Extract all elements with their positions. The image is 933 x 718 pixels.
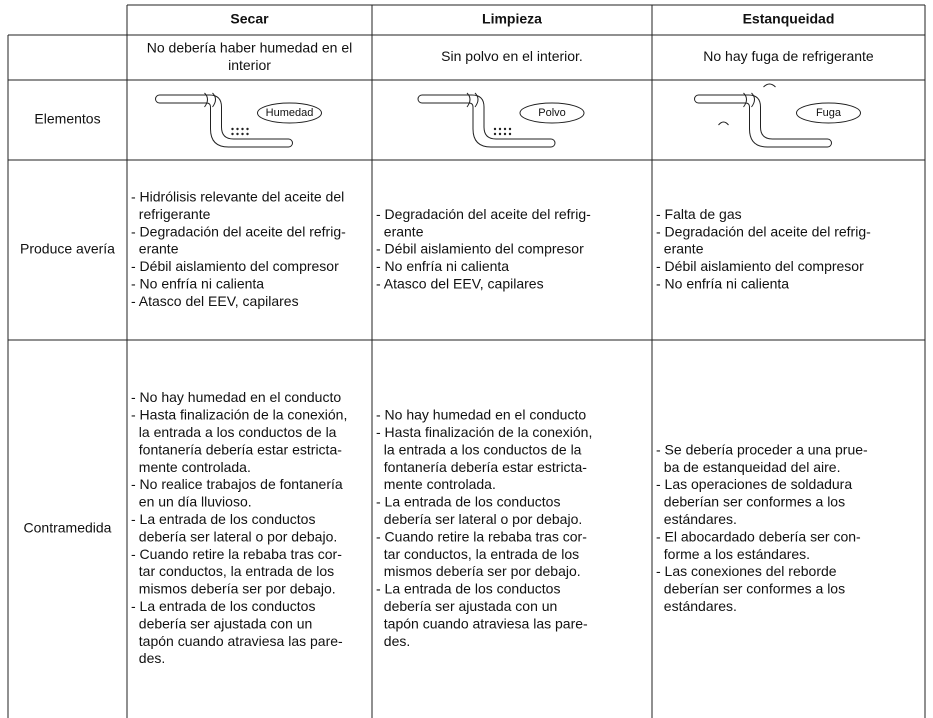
cell-line: la entrada a los conductos de la bbox=[131, 424, 337, 440]
cell-line: - La entrada de los conductos bbox=[376, 494, 560, 510]
particle bbox=[246, 132, 249, 136]
particle bbox=[503, 132, 507, 136]
cell-line: mente controlada. bbox=[376, 476, 496, 492]
pipe-drawing bbox=[155, 94, 293, 148]
cell-line: debería ser ajustada con un bbox=[131, 615, 312, 631]
label-bubble bbox=[796, 102, 861, 124]
particle bbox=[231, 132, 234, 136]
cell-line: refrigerante bbox=[131, 206, 211, 222]
cell-line: - Hidrólisis relevante del aceite del bbox=[131, 189, 344, 205]
cell-line: - No enfría ni calienta bbox=[131, 276, 264, 292]
cell-line: tar conductos, la entrada de los bbox=[376, 546, 579, 562]
cell-line: tar conductos, la entrada de los bbox=[131, 563, 334, 579]
row-label: Produce avería bbox=[20, 241, 115, 257]
column-header: Limpieza bbox=[482, 11, 542, 27]
cell-line: - Cuando retire la rebaba tras cor- bbox=[131, 546, 342, 562]
particle bbox=[236, 132, 239, 136]
particle bbox=[231, 127, 234, 131]
cell-line: - Degradación del aceite del refrig- bbox=[376, 206, 591, 222]
cell-line: - Falta de gas bbox=[656, 206, 742, 222]
cell-line: - No realice trabajos de fontanería bbox=[131, 476, 343, 492]
cell-line: erante bbox=[131, 241, 179, 257]
particle bbox=[508, 127, 512, 131]
pipe-drawing bbox=[466, 92, 479, 108]
pipe-drawing bbox=[743, 92, 755, 108]
cell-line: estándares. bbox=[656, 511, 737, 527]
diagram-label: Fuga bbox=[816, 107, 842, 119]
particle bbox=[241, 127, 244, 131]
label-bubble bbox=[519, 102, 585, 124]
diagram-label: Humedad bbox=[266, 107, 314, 119]
particle bbox=[493, 127, 497, 131]
label-bubble bbox=[257, 102, 322, 124]
cell-line: - No enfría ni calienta bbox=[656, 276, 789, 292]
cell-line: mismos debería ser por debajo. bbox=[131, 581, 336, 597]
cell-line: - Débil aislamiento del compresor bbox=[656, 258, 864, 274]
description-line: Sin polvo en el interior. bbox=[441, 48, 583, 64]
column-header: Estanqueidad bbox=[743, 11, 835, 27]
cell-line: - Débil aislamiento del compresor bbox=[376, 241, 584, 257]
cell-line: des. bbox=[131, 650, 165, 666]
cell-line: mismos debería ser por debajo. bbox=[376, 563, 581, 579]
cell-line: - No enfría ni calienta bbox=[376, 258, 509, 274]
cell-line: - Atasco del EEV, capilares bbox=[131, 293, 299, 309]
pipe-drawing bbox=[417, 94, 556, 148]
cell-line: - Se debería proceder a una prue- bbox=[656, 441, 868, 457]
cell-line: - No hay humedad en el conducto bbox=[131, 389, 341, 405]
column-header: Secar bbox=[230, 11, 269, 27]
row-label: Contramedida bbox=[24, 520, 112, 536]
cell-line: - La entrada de los conductos bbox=[131, 511, 315, 527]
cell-line: - Hasta finalización de la conexión, bbox=[131, 407, 347, 423]
cell-line: deberían ser conformes a los bbox=[656, 494, 845, 510]
description-line: No hay fuga de refrigerante bbox=[703, 48, 874, 64]
cell-line: debería ser lateral o por debajo. bbox=[376, 511, 582, 527]
diagram-label: Polvo bbox=[538, 107, 566, 119]
pipe-drawing bbox=[718, 83, 776, 126]
particle bbox=[241, 132, 244, 136]
pipe-drawing bbox=[204, 92, 216, 108]
particle bbox=[508, 132, 512, 136]
cell-line: - Débil aislamiento del compresor bbox=[131, 258, 339, 274]
cell-line: des. bbox=[376, 633, 410, 649]
cell-line: - Las conexiones del reborde bbox=[656, 563, 837, 579]
cell-line: - Hasta finalización de la conexión, bbox=[376, 424, 592, 440]
cell-line: fontanería debería estar estricta- bbox=[131, 441, 342, 457]
cell-line: la entrada a los conductos de la bbox=[376, 441, 582, 457]
cell-line: tapón cuando atraviesa las pare- bbox=[376, 615, 588, 631]
particle bbox=[236, 127, 239, 131]
cell-line: erante bbox=[376, 223, 424, 239]
pipe-drawing bbox=[694, 94, 832, 148]
cell-line: fontanería debería estar estricta- bbox=[376, 459, 587, 475]
cell-line: tapón cuando atraviesa las pare- bbox=[131, 633, 343, 649]
cell-line: - La entrada de los conductos bbox=[131, 598, 315, 614]
cell-line: ba de estanqueidad del aire. bbox=[656, 459, 840, 475]
cell-line: - Cuando retire la rebaba tras cor- bbox=[376, 528, 587, 544]
row-label: Elementos bbox=[34, 111, 100, 127]
cell-line: - El abocardado debería ser con- bbox=[656, 528, 861, 544]
particle bbox=[498, 127, 502, 131]
cell-line: - Atasco del EEV, capilares bbox=[376, 276, 544, 292]
description-line: No debería haber humedad en el bbox=[147, 40, 352, 56]
cell-line: debería ser ajustada con un bbox=[376, 598, 557, 614]
cell-line: - Degradación del aceite del refrig- bbox=[131, 223, 346, 239]
cell-line: - La entrada de los conductos bbox=[376, 581, 560, 597]
particle bbox=[503, 127, 507, 131]
description-line: interior bbox=[228, 57, 271, 73]
cell-line: - No hay humedad en el conducto bbox=[376, 407, 586, 423]
cell-line: mente controlada. bbox=[131, 459, 251, 475]
particle bbox=[498, 132, 502, 136]
particle bbox=[246, 127, 249, 131]
particle bbox=[493, 132, 497, 136]
cell-line: deberían ser conformes a los bbox=[656, 581, 845, 597]
cell-line: - Las operaciones de soldadura bbox=[656, 476, 852, 492]
cell-line: en un día lluvioso. bbox=[131, 494, 252, 510]
cell-line: estándares. bbox=[656, 598, 737, 614]
cell-line: debería ser lateral o por debajo. bbox=[131, 528, 337, 544]
cell-line: erante bbox=[656, 241, 704, 257]
cell-line: - Degradación del aceite del refrig- bbox=[656, 223, 871, 239]
cell-line: forme a los estándares. bbox=[656, 546, 810, 562]
